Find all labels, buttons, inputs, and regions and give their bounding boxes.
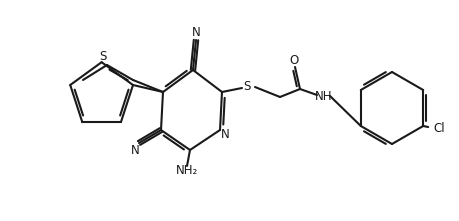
Text: NH: NH: [314, 90, 332, 103]
Text: NH₂: NH₂: [175, 164, 198, 177]
Text: Cl: Cl: [432, 122, 444, 135]
Text: N: N: [220, 128, 229, 141]
Text: N: N: [191, 27, 200, 40]
Text: O: O: [289, 53, 298, 67]
Text: S: S: [99, 50, 106, 63]
Text: S: S: [243, 80, 250, 93]
Text: N: N: [130, 145, 139, 158]
